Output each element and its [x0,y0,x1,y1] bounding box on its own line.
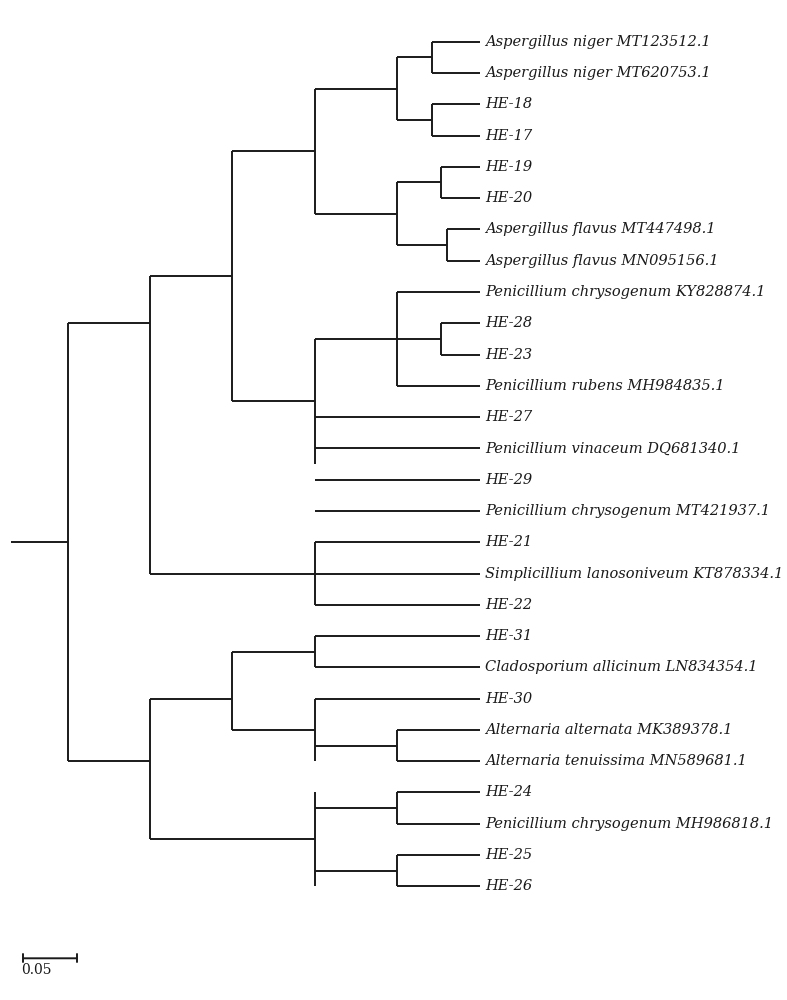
Text: Cladosporium allicinum LN834354.1: Cladosporium allicinum LN834354.1 [485,660,758,674]
Text: Aspergillus flavus MT447498.1: Aspergillus flavus MT447498.1 [485,222,715,236]
Text: Aspergillus niger MT123512.1: Aspergillus niger MT123512.1 [485,35,711,49]
Text: Alternaria tenuissima MN589681.1: Alternaria tenuissima MN589681.1 [485,754,747,768]
Text: HE-25: HE-25 [485,848,532,862]
Text: HE-28: HE-28 [485,316,532,330]
Text: Alternaria alternata MK389378.1: Alternaria alternata MK389378.1 [485,723,733,737]
Text: Penicillium chrysogenum KY828874.1: Penicillium chrysogenum KY828874.1 [485,285,766,299]
Text: HE-23: HE-23 [485,348,532,362]
Text: Penicillium chrysogenum MH986818.1: Penicillium chrysogenum MH986818.1 [485,817,773,831]
Text: HE-17: HE-17 [485,129,532,143]
Text: HE-29: HE-29 [485,473,532,487]
Text: Simplicillium lanosoniveum KT878334.1: Simplicillium lanosoniveum KT878334.1 [485,567,783,581]
Text: HE-20: HE-20 [485,191,532,205]
Text: 0.05: 0.05 [20,963,51,977]
Text: HE-31: HE-31 [485,629,532,643]
Text: HE-18: HE-18 [485,97,532,111]
Text: Penicillium vinaceum DQ681340.1: Penicillium vinaceum DQ681340.1 [485,441,741,455]
Text: HE-21: HE-21 [485,535,532,549]
Text: HE-30: HE-30 [485,692,532,706]
Text: HE-19: HE-19 [485,160,532,174]
Text: Penicillium chrysogenum MT421937.1: Penicillium chrysogenum MT421937.1 [485,504,770,518]
Text: HE-24: HE-24 [485,785,532,799]
Text: Aspergillus niger MT620753.1: Aspergillus niger MT620753.1 [485,66,711,80]
Text: HE-22: HE-22 [485,598,532,612]
Text: Aspergillus flavus MN095156.1: Aspergillus flavus MN095156.1 [485,254,719,268]
Text: Penicillium rubens MH984835.1: Penicillium rubens MH984835.1 [485,379,725,393]
Text: HE-27: HE-27 [485,410,532,424]
Text: HE-26: HE-26 [485,879,532,893]
